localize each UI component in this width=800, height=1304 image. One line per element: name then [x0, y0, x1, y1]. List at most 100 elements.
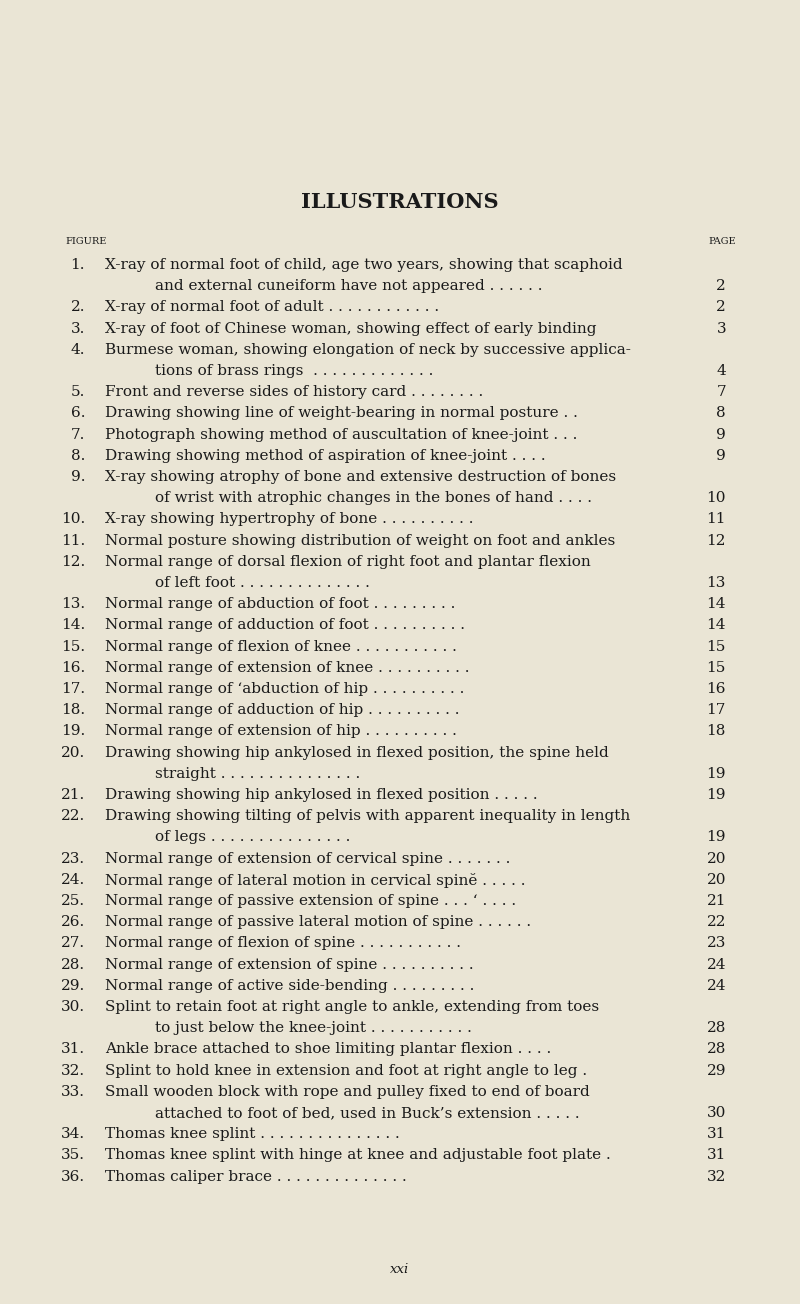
Text: 24.: 24. — [61, 872, 85, 887]
Text: 15.: 15. — [61, 639, 85, 653]
Text: 14: 14 — [706, 597, 726, 612]
Text: Normal posture showing distribution of weight on foot and ankles: Normal posture showing distribution of w… — [105, 533, 615, 548]
Text: 9.: 9. — [70, 469, 85, 484]
Text: 3: 3 — [716, 322, 726, 335]
Text: Burmese woman, showing elongation of neck by successive applica-: Burmese woman, showing elongation of nec… — [105, 343, 631, 357]
Text: 34.: 34. — [61, 1127, 85, 1141]
Text: 2: 2 — [716, 279, 726, 293]
Text: straight . . . . . . . . . . . . . . .: straight . . . . . . . . . . . . . . . — [155, 767, 360, 781]
Text: and external cuneiform have not appeared . . . . . .: and external cuneiform have not appeared… — [155, 279, 542, 293]
Text: 22: 22 — [706, 915, 726, 930]
Text: 33.: 33. — [61, 1085, 85, 1099]
Text: 21.: 21. — [61, 788, 85, 802]
Text: 12.: 12. — [61, 554, 85, 569]
Text: 29: 29 — [706, 1064, 726, 1077]
Text: 21: 21 — [706, 895, 726, 908]
Text: Drawing showing method of aspiration of knee-joint . . . .: Drawing showing method of aspiration of … — [105, 449, 546, 463]
Text: X-ray of normal foot of child, age two years, showing that scaphoid: X-ray of normal foot of child, age two y… — [105, 258, 622, 273]
Text: 18: 18 — [706, 725, 726, 738]
Text: 5.: 5. — [70, 385, 85, 399]
Text: 17.: 17. — [61, 682, 85, 696]
Text: Normal range of extension of cervical spine . . . . . . .: Normal range of extension of cervical sp… — [105, 852, 510, 866]
Text: 11.: 11. — [61, 533, 85, 548]
Text: 9: 9 — [716, 428, 726, 442]
Text: ILLUSTRATIONS: ILLUSTRATIONS — [301, 192, 499, 213]
Text: Normal range of passive lateral motion of spine . . . . . .: Normal range of passive lateral motion o… — [105, 915, 531, 930]
Text: Normal range of extension of spine . . . . . . . . . .: Normal range of extension of spine . . .… — [105, 957, 474, 971]
Text: Drawing showing line of weight-bearing in normal posture . .: Drawing showing line of weight-bearing i… — [105, 407, 578, 420]
Text: 20: 20 — [706, 852, 726, 866]
Text: 15: 15 — [706, 661, 726, 674]
Text: Thomas caliper brace . . . . . . . . . . . . . .: Thomas caliper brace . . . . . . . . . .… — [105, 1170, 406, 1184]
Text: 26.: 26. — [61, 915, 85, 930]
Text: Small wooden block with rope and pulley fixed to end of board: Small wooden block with rope and pulley … — [105, 1085, 590, 1099]
Text: 6.: 6. — [70, 407, 85, 420]
Text: 28: 28 — [706, 1042, 726, 1056]
Text: Normal range of passive extension of spine . . . ‘ . . . .: Normal range of passive extension of spi… — [105, 895, 516, 908]
Text: X-ray showing atrophy of bone and extensive destruction of bones: X-ray showing atrophy of bone and extens… — [105, 469, 616, 484]
Text: Drawing showing tilting of pelvis with apparent inequality in length: Drawing showing tilting of pelvis with a… — [105, 810, 630, 823]
Text: 36.: 36. — [61, 1170, 85, 1184]
Text: 32: 32 — [706, 1170, 726, 1184]
Text: PAGE: PAGE — [708, 237, 736, 246]
Text: 20.: 20. — [61, 746, 85, 760]
Text: 1.: 1. — [70, 258, 85, 273]
Text: 31.: 31. — [61, 1042, 85, 1056]
Text: 20: 20 — [706, 872, 726, 887]
Text: Photograph showing method of auscultation of knee-joint . . .: Photograph showing method of auscultatio… — [105, 428, 578, 442]
Text: 13: 13 — [706, 576, 726, 589]
Text: 4: 4 — [716, 364, 726, 378]
Text: Front and reverse sides of history card . . . . . . . .: Front and reverse sides of history card … — [105, 385, 483, 399]
Text: 8: 8 — [716, 407, 726, 420]
Text: 28.: 28. — [61, 957, 85, 971]
Text: 35.: 35. — [61, 1149, 85, 1162]
Text: 3.: 3. — [70, 322, 85, 335]
Text: Drawing showing hip ankylosed in flexed position . . . . .: Drawing showing hip ankylosed in flexed … — [105, 788, 538, 802]
Text: Normal range of adduction of hip . . . . . . . . . .: Normal range of adduction of hip . . . .… — [105, 703, 459, 717]
Text: 31: 31 — [706, 1127, 726, 1141]
Text: tions of brass rings  . . . . . . . . . . . . .: tions of brass rings . . . . . . . . . .… — [155, 364, 434, 378]
Text: 16: 16 — [706, 682, 726, 696]
Text: 24: 24 — [706, 979, 726, 992]
Text: Normal range of active side-bending . . . . . . . . .: Normal range of active side-bending . . … — [105, 979, 474, 992]
Text: 19: 19 — [706, 788, 726, 802]
Text: 10.: 10. — [61, 512, 85, 527]
Text: 11: 11 — [706, 512, 726, 527]
Text: 7.: 7. — [70, 428, 85, 442]
Text: FIGURE: FIGURE — [65, 237, 106, 246]
Text: of wrist with atrophic changes in the bones of hand . . . .: of wrist with atrophic changes in the bo… — [155, 492, 592, 505]
Text: 28: 28 — [706, 1021, 726, 1035]
Text: Normal range of abduction of foot . . . . . . . . .: Normal range of abduction of foot . . . … — [105, 597, 455, 612]
Text: 8.: 8. — [70, 449, 85, 463]
Text: Normal range of extension of knee . . . . . . . . . .: Normal range of extension of knee . . . … — [105, 661, 470, 674]
Text: of legs . . . . . . . . . . . . . . .: of legs . . . . . . . . . . . . . . . — [155, 831, 350, 845]
Text: attached to foot of bed, used in Buck’s extension . . . . .: attached to foot of bed, used in Buck’s … — [155, 1106, 580, 1120]
Text: 31: 31 — [706, 1149, 726, 1162]
Text: 17: 17 — [706, 703, 726, 717]
Text: 32.: 32. — [61, 1064, 85, 1077]
Text: 14.: 14. — [61, 618, 85, 632]
Text: 30.: 30. — [61, 1000, 85, 1015]
Text: 13.: 13. — [61, 597, 85, 612]
Text: 30: 30 — [706, 1106, 726, 1120]
Text: 9: 9 — [716, 449, 726, 463]
Text: 2.: 2. — [70, 300, 85, 314]
Text: 16.: 16. — [61, 661, 85, 674]
Text: 29.: 29. — [61, 979, 85, 992]
Text: 10: 10 — [706, 492, 726, 505]
Text: 22.: 22. — [61, 810, 85, 823]
Text: Normal range of dorsal flexion of right foot and plantar flexion: Normal range of dorsal flexion of right … — [105, 554, 590, 569]
Text: Normal range of ‘abduction of hip . . . . . . . . . .: Normal range of ‘abduction of hip . . . … — [105, 682, 464, 696]
Text: 14: 14 — [706, 618, 726, 632]
Text: Thomas knee splint with hinge at knee and adjustable foot plate .: Thomas knee splint with hinge at knee an… — [105, 1149, 610, 1162]
Text: Normal range of extension of hip . . . . . . . . . .: Normal range of extension of hip . . . .… — [105, 725, 457, 738]
Text: xxi: xxi — [390, 1264, 410, 1277]
Text: 7: 7 — [716, 385, 726, 399]
Text: of left foot . . . . . . . . . . . . . .: of left foot . . . . . . . . . . . . . . — [155, 576, 370, 589]
Text: Ankle brace attached to shoe limiting plantar flexion . . . .: Ankle brace attached to shoe limiting pl… — [105, 1042, 551, 1056]
Text: 24: 24 — [706, 957, 726, 971]
Text: X-ray showing hypertrophy of bone . . . . . . . . . .: X-ray showing hypertrophy of bone . . . … — [105, 512, 474, 527]
Text: 23: 23 — [706, 936, 726, 951]
Text: Normal range of flexion of knee . . . . . . . . . . .: Normal range of flexion of knee . . . . … — [105, 639, 457, 653]
Text: 19.: 19. — [61, 725, 85, 738]
